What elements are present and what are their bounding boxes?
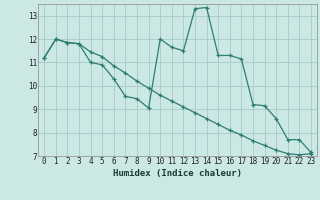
X-axis label: Humidex (Indice chaleur): Humidex (Indice chaleur) xyxy=(113,169,242,178)
